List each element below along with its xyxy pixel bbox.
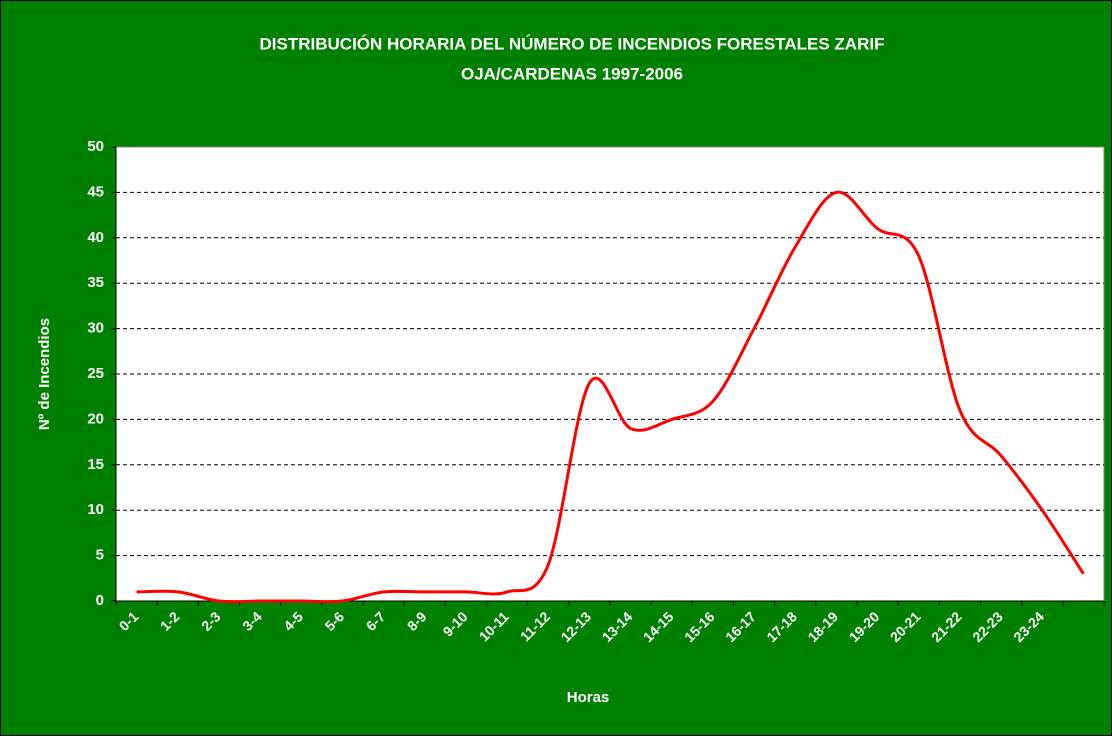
y-tick-label: 20 xyxy=(87,410,104,427)
y-tick-label: 10 xyxy=(87,501,104,518)
y-tick-label: 5 xyxy=(96,547,104,564)
y-tick-label: 15 xyxy=(87,456,104,473)
y-tick-label: 0 xyxy=(96,592,104,609)
x-axis-title: Horas xyxy=(567,689,610,706)
y-tick-label: 50 xyxy=(87,138,104,155)
chart-subtitle: OJA/CARDENAS 1997-2006 xyxy=(461,64,683,83)
y-tick-label: 30 xyxy=(87,320,104,337)
y-tick-label: 45 xyxy=(87,183,104,200)
chart-title: DISTRIBUCIÓN HORARIA DEL NÚMERO DE INCEN… xyxy=(260,34,885,53)
y-axis-title: Nº de Incendios xyxy=(36,318,53,430)
y-tick-label: 35 xyxy=(87,274,104,291)
y-tick-label: 40 xyxy=(87,229,104,246)
y-tick-label: 25 xyxy=(87,365,104,382)
line-series xyxy=(136,190,1085,604)
